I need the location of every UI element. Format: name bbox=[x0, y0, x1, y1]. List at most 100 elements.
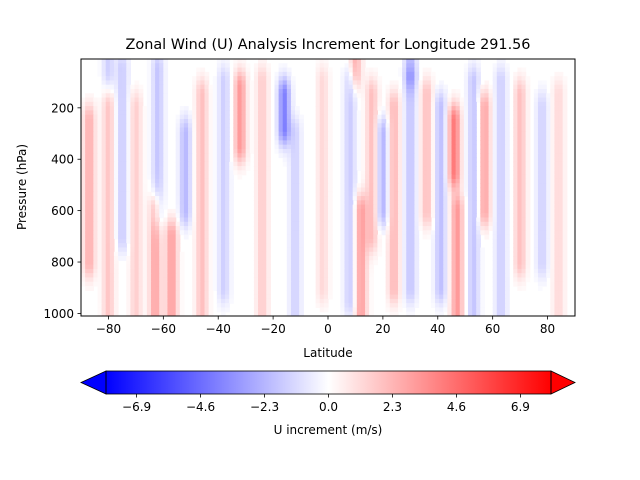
heatmap-cell bbox=[167, 251, 173, 257]
heatmap-cell bbox=[328, 118, 333, 124]
heatmap-cell bbox=[192, 136, 197, 141]
heatmap-cell bbox=[467, 243, 473, 249]
heatmap-cell bbox=[546, 148, 551, 154]
heatmap-cell bbox=[521, 234, 527, 240]
heatmap-cell bbox=[360, 208, 366, 214]
heatmap-cell bbox=[97, 144, 103, 150]
heatmap-cell bbox=[253, 178, 259, 184]
heatmap-cell bbox=[397, 144, 403, 150]
heatmap-cell bbox=[134, 226, 140, 231]
heatmap-cell bbox=[196, 166, 201, 171]
heatmap-cell bbox=[459, 268, 465, 274]
heatmap-cell bbox=[513, 88, 518, 94]
heatmap-cell bbox=[282, 136, 288, 141]
heatmap-cell bbox=[377, 183, 383, 189]
heatmap-cell bbox=[389, 196, 395, 201]
heatmap-cell bbox=[365, 76, 370, 82]
heatmap-cell bbox=[467, 136, 473, 141]
heatmap-cell bbox=[216, 247, 222, 253]
heatmap-cell bbox=[492, 110, 498, 116]
heatmap-cell bbox=[159, 153, 164, 159]
heatmap-cell bbox=[138, 208, 144, 214]
heatmap-cell bbox=[299, 196, 304, 201]
heatmap-cell bbox=[216, 187, 222, 193]
heatmap-cell bbox=[554, 71, 560, 77]
heatmap-cell bbox=[155, 131, 160, 137]
heatmap-cell bbox=[537, 106, 543, 111]
heatmap-cell bbox=[274, 97, 280, 103]
heatmap-cell bbox=[179, 221, 185, 227]
heatmap-cell bbox=[319, 114, 325, 120]
heatmap-cell bbox=[319, 230, 325, 236]
heatmap-cell bbox=[525, 84, 531, 90]
heatmap-cell bbox=[418, 178, 424, 184]
heatmap-cell bbox=[225, 174, 230, 180]
heatmap-cell bbox=[233, 71, 239, 77]
heatmap-cell bbox=[546, 226, 551, 231]
heatmap-cell bbox=[171, 281, 177, 287]
heatmap-cell bbox=[505, 221, 510, 227]
heatmap-cell bbox=[274, 88, 280, 94]
heatmap-cell bbox=[360, 110, 366, 116]
heatmap-cell bbox=[447, 101, 453, 107]
heatmap-cell bbox=[500, 76, 506, 82]
heatmap-cell bbox=[253, 101, 259, 107]
heatmap-cell bbox=[101, 170, 107, 176]
heatmap-cell bbox=[146, 101, 152, 107]
heatmap-cell bbox=[389, 127, 395, 133]
heatmap-cell bbox=[155, 183, 160, 189]
heatmap-cell bbox=[262, 88, 267, 94]
heatmap-cell bbox=[134, 127, 140, 133]
heatmap-cell bbox=[146, 153, 152, 159]
heatmap-cell bbox=[97, 226, 103, 231]
heatmap-cell bbox=[488, 170, 494, 176]
heatmap-cell bbox=[546, 217, 551, 223]
heatmap-cell bbox=[101, 153, 107, 159]
heatmap-cell bbox=[85, 281, 90, 287]
heatmap-cell bbox=[150, 196, 156, 201]
heatmap-cell bbox=[233, 114, 239, 120]
heatmap-cell bbox=[455, 221, 461, 227]
heatmap-cell bbox=[397, 153, 403, 159]
heatmap-cell bbox=[546, 140, 551, 146]
heatmap-cell bbox=[373, 153, 378, 159]
heatmap-cell bbox=[422, 166, 428, 171]
heatmap-cell bbox=[406, 213, 411, 219]
heatmap-cell bbox=[97, 59, 103, 64]
heatmap-cell bbox=[212, 183, 218, 189]
heatmap-cell bbox=[122, 187, 127, 193]
heatmap-cell bbox=[146, 80, 152, 86]
heatmap-cell bbox=[525, 114, 531, 120]
heatmap-cell bbox=[159, 123, 164, 129]
heatmap-cell bbox=[406, 63, 411, 69]
heatmap-cell bbox=[430, 204, 436, 210]
heatmap-cell bbox=[97, 127, 103, 133]
heatmap-cell bbox=[105, 67, 111, 73]
heatmap-cell bbox=[348, 144, 354, 150]
heatmap-cell bbox=[406, 178, 411, 184]
heatmap-cell bbox=[328, 238, 333, 244]
heatmap-cell bbox=[397, 264, 403, 270]
heatmap-cell bbox=[385, 148, 391, 154]
heatmap-cell bbox=[377, 243, 383, 249]
heatmap-cell bbox=[517, 127, 523, 133]
heatmap-cell bbox=[397, 131, 403, 137]
heatmap-cell bbox=[356, 183, 362, 189]
heatmap-cell bbox=[290, 110, 296, 116]
heatmap-cell bbox=[290, 191, 296, 197]
heatmap-cell bbox=[414, 256, 420, 261]
heatmap-cell bbox=[505, 67, 510, 73]
heatmap-cell bbox=[558, 260, 564, 266]
heatmap-cell bbox=[513, 178, 518, 184]
heatmap-cell bbox=[365, 221, 370, 227]
heatmap-cell bbox=[323, 256, 329, 261]
heatmap-cell bbox=[500, 114, 506, 120]
heatmap-cell bbox=[290, 101, 296, 107]
heatmap-cell bbox=[467, 174, 473, 180]
heatmap-cell bbox=[192, 88, 197, 94]
heatmap-cell bbox=[492, 174, 498, 180]
heatmap-cell bbox=[171, 260, 177, 266]
heatmap-cell bbox=[208, 191, 214, 197]
heatmap-cell bbox=[126, 196, 131, 201]
heatmap-cell bbox=[356, 67, 362, 73]
